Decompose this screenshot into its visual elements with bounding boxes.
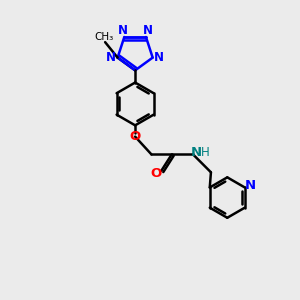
Text: N: N: [142, 24, 152, 37]
Text: N: N: [191, 146, 202, 159]
Text: CH₃: CH₃: [94, 32, 113, 42]
Text: N: N: [244, 178, 256, 192]
Text: H: H: [201, 146, 210, 159]
Text: O: O: [151, 167, 162, 180]
Text: O: O: [130, 130, 141, 143]
Text: N: N: [106, 51, 116, 64]
Text: N: N: [118, 24, 128, 37]
Text: N: N: [154, 51, 164, 64]
